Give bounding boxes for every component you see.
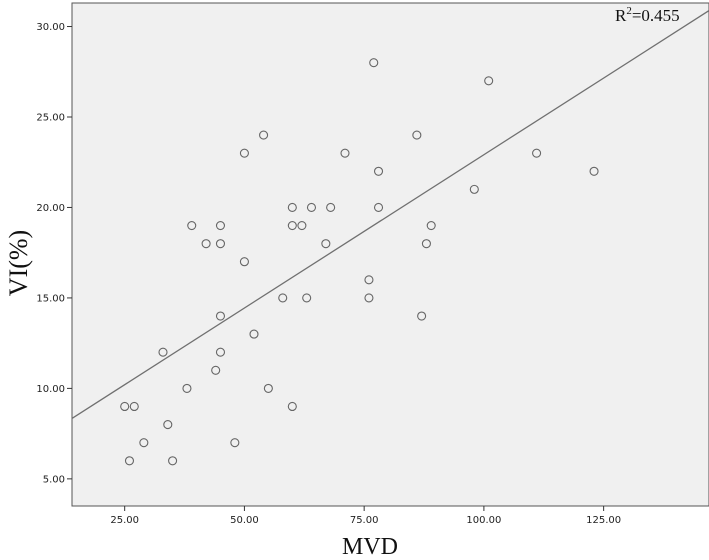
y-axis: 5.00 10.00 15.00 20.00 25.00 30.00 — [36, 22, 72, 485]
data-point — [168, 456, 178, 466]
data-point — [124, 456, 135, 466]
data-point — [158, 347, 168, 357]
x-axis: 25.00 50.00 75.00 100.00 125.00 — [110, 506, 621, 526]
data-point — [364, 275, 374, 285]
y-tick-label: 25.00 — [36, 112, 65, 123]
data-point — [215, 311, 226, 321]
data-point — [278, 293, 288, 303]
regression-line — [71, 10, 709, 419]
data-point — [297, 221, 307, 231]
y-axis-title: VI(%) — [4, 230, 33, 296]
data-points — [120, 58, 599, 466]
data-point — [120, 401, 130, 412]
x-tick-label: 125.00 — [586, 515, 621, 526]
data-point — [369, 58, 379, 68]
y-tick-label: 20.00 — [36, 203, 65, 214]
data-point — [201, 239, 211, 249]
data-point — [306, 202, 317, 213]
data-point — [412, 130, 422, 140]
plot-area — [71, 2, 709, 507]
r-squared-value: =0.455 — [632, 6, 680, 25]
y-tick-label: 5.00 — [43, 474, 65, 485]
data-point — [129, 401, 139, 412]
x-tick-label: 50.00 — [230, 515, 259, 526]
x-tick-label: 75.00 — [350, 515, 379, 526]
data-point — [287, 202, 297, 213]
data-point — [469, 184, 479, 194]
data-point — [421, 239, 431, 249]
data-point — [287, 401, 297, 412]
x-axis-title: MVD — [342, 534, 398, 560]
data-point — [417, 311, 427, 321]
data-point — [326, 202, 336, 213]
r-squared-sup: 2 — [626, 5, 632, 17]
data-point — [259, 130, 269, 140]
data-point — [230, 438, 240, 448]
data-point — [239, 148, 249, 158]
x-tick-label: 100.00 — [466, 515, 501, 526]
data-point — [263, 383, 273, 393]
data-point — [163, 420, 173, 430]
data-point — [484, 76, 494, 86]
data-point — [187, 221, 197, 231]
data-point — [364, 293, 374, 303]
data-point — [215, 239, 226, 249]
r-squared-r: R — [615, 6, 627, 25]
data-point — [589, 166, 599, 176]
data-point — [340, 148, 350, 158]
data-point — [239, 257, 249, 267]
y-tick-label: 10.00 — [36, 384, 65, 395]
r-squared-label: R2=0.455 — [615, 5, 680, 25]
y-tick-label: 30.00 — [36, 22, 65, 33]
data-point — [287, 221, 297, 231]
data-point — [215, 221, 226, 231]
data-point — [182, 383, 192, 393]
data-point — [373, 166, 384, 176]
data-point — [302, 293, 312, 303]
data-point — [426, 221, 436, 231]
data-point — [532, 148, 542, 158]
data-point — [211, 365, 221, 375]
data-point — [139, 438, 149, 448]
data-point — [249, 329, 259, 339]
data-point — [321, 239, 331, 249]
data-point — [373, 202, 384, 213]
y-tick-label: 15.00 — [36, 293, 65, 304]
data-point — [215, 347, 226, 357]
x-tick-label: 25.00 — [110, 515, 139, 526]
